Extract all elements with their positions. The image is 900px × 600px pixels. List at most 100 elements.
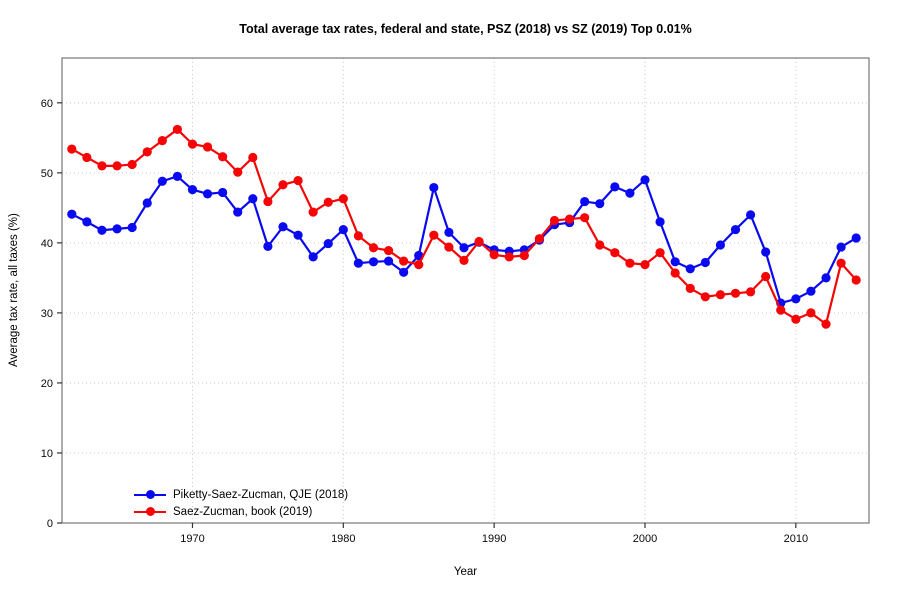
- data-point-psz: [851, 233, 861, 243]
- data-point-sz: [580, 213, 590, 223]
- data-point-psz: [157, 176, 167, 186]
- data-point-sz: [745, 287, 756, 297]
- data-point-sz: [187, 139, 198, 149]
- data-point-psz: [625, 188, 635, 198]
- data-point-psz: [745, 210, 756, 220]
- data-point-sz: [127, 159, 137, 170]
- data-point-sz: [429, 230, 439, 240]
- data-point-psz: [791, 294, 801, 304]
- x-tick-label: 1980: [331, 533, 355, 545]
- y-tick-label: 0: [47, 518, 53, 530]
- data-point-psz: [399, 267, 409, 277]
- data-point-sz: [836, 258, 846, 268]
- data-point-sz: [82, 152, 92, 163]
- data-point-sz: [821, 319, 831, 329]
- data-point-sz: [534, 234, 545, 244]
- data-point-sz: [323, 197, 333, 207]
- data-point-sz: [685, 283, 695, 293]
- data-point-sz: [112, 161, 122, 171]
- data-point-sz: [368, 243, 379, 253]
- data-point-sz: [233, 167, 243, 177]
- data-point-psz: [202, 189, 213, 199]
- y-axis-label: Average tax rate, all taxes (%): [8, 213, 20, 368]
- data-point-sz: [383, 245, 394, 256]
- legend-label-sz: Saez-Zucman, book (2019): [173, 505, 313, 518]
- legend: Piketty-Saez-Zucman, QJE (2018) Saez-Zuc…: [134, 486, 348, 520]
- data-point-sz: [278, 180, 288, 190]
- data-point-sz: [157, 136, 167, 146]
- data-point-psz: [127, 222, 137, 233]
- data-point-sz: [263, 196, 273, 207]
- data-point-sz: [730, 288, 741, 298]
- data-point-psz: [353, 258, 364, 268]
- y-tick-label: 20: [41, 378, 53, 390]
- data-point-sz: [67, 144, 77, 154]
- data-point-psz: [670, 257, 680, 267]
- data-point-psz: [444, 227, 454, 237]
- legend-label-psz: Piketty-Saez-Zucman, QJE (2018): [173, 488, 349, 501]
- data-point-psz: [655, 217, 665, 227]
- data-point-sz: [640, 259, 650, 270]
- data-point-psz: [112, 224, 122, 234]
- data-point-sz: [308, 207, 318, 217]
- data-point-psz: [429, 182, 439, 193]
- x-tick-label: 1990: [482, 533, 506, 545]
- data-point-psz: [610, 182, 620, 192]
- plot-frame: [61, 57, 870, 524]
- data-point-sz: [218, 152, 228, 162]
- data-point-psz: [715, 240, 726, 250]
- data-point-psz: [67, 209, 77, 219]
- data-point-psz: [263, 241, 273, 251]
- data-point-psz: [308, 252, 318, 262]
- data-point-psz: [142, 198, 152, 208]
- data-point-psz: [595, 199, 605, 209]
- y-tick-label: 10: [41, 448, 53, 460]
- data-point-psz: [82, 217, 92, 227]
- data-point-sz: [489, 250, 499, 260]
- data-point-sz: [293, 175, 303, 186]
- legend-item-psz: Piketty-Saez-Zucman, QJE (2018): [134, 486, 348, 503]
- data-point-psz: [323, 238, 333, 249]
- data-point-sz: [851, 275, 861, 285]
- y-tick-label: 30: [41, 308, 53, 320]
- data-point-sz: [172, 124, 182, 135]
- data-point-psz: [172, 171, 182, 181]
- x-tick-label: 2010: [784, 533, 808, 545]
- data-point-psz: [278, 222, 288, 232]
- data-point-sz: [504, 252, 514, 262]
- data-point-psz: [761, 247, 771, 257]
- data-point-sz: [338, 194, 348, 204]
- data-point-psz: [730, 224, 741, 235]
- data-point-psz: [685, 264, 695, 274]
- data-point-sz: [776, 305, 786, 315]
- legend-item-sz: Saez-Zucman, book (2019): [134, 503, 348, 520]
- data-point-psz: [580, 196, 590, 207]
- data-point-psz: [383, 256, 394, 266]
- data-point-psz: [97, 225, 107, 235]
- data-point-psz: [293, 230, 303, 240]
- data-point-sz: [474, 236, 484, 247]
- data-point-psz: [821, 273, 831, 283]
- chart-title: Total average tax rates, federal and sta…: [239, 22, 692, 36]
- data-point-sz: [142, 147, 152, 157]
- data-point-sz: [791, 314, 801, 324]
- data-point-sz: [248, 152, 258, 163]
- data-point-sz: [761, 271, 771, 282]
- legend-line-marker-psz-icon: [134, 490, 166, 499]
- y-tick-label: 50: [41, 168, 53, 180]
- data-point-psz: [459, 243, 469, 253]
- data-point-psz: [233, 207, 243, 217]
- data-point-sz: [670, 268, 680, 278]
- y-tick-label: 40: [41, 238, 53, 250]
- data-point-sz: [715, 290, 726, 300]
- series-line-psz: [71, 175, 857, 305]
- data-point-sz: [459, 255, 469, 265]
- data-point-psz: [700, 257, 710, 268]
- data-point-sz: [444, 242, 454, 252]
- data-point-psz: [338, 224, 348, 235]
- data-point-psz: [836, 242, 846, 252]
- legend-line-marker-sz-icon: [134, 507, 166, 516]
- y-tick-label: 60: [41, 98, 53, 110]
- data-point-psz: [187, 185, 198, 195]
- x-tick-label: 2000: [633, 533, 657, 545]
